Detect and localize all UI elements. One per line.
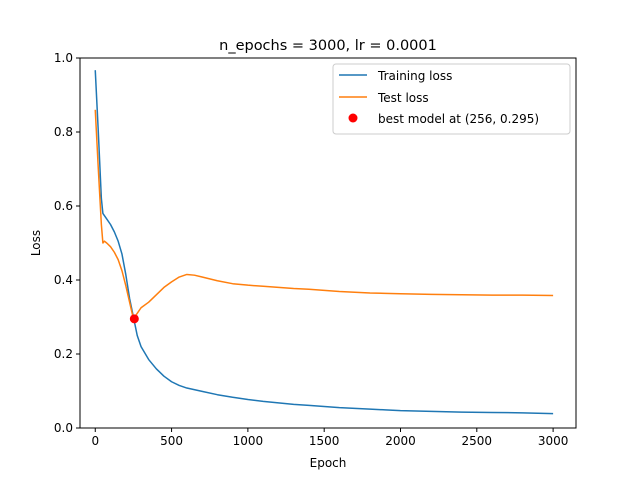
x-tick-label: 2500: [462, 434, 493, 448]
x-tick-label: 2000: [385, 434, 416, 448]
x-tick-label: 1500: [309, 434, 340, 448]
chart-title: n_epochs = 3000, lr = 0.0001: [219, 38, 437, 54]
y-tick-label: 0.0: [54, 421, 73, 435]
x-tick-label: 1000: [233, 434, 264, 448]
x-tick-label: 500: [160, 434, 183, 448]
legend: Training loss Test loss best model at (2…: [332, 63, 571, 135]
y-tick-label: 1.0: [54, 51, 73, 65]
legend-label-best-model: best model at (256, 0.295): [378, 112, 539, 126]
y-tick-label: 0.6: [54, 199, 73, 213]
y-axis-ticks: 0.0 0.2 0.4 0.6 0.8 1.0: [54, 51, 80, 435]
x-axis-label: Epoch: [310, 456, 347, 470]
y-tick-label: 0.8: [54, 125, 73, 139]
legend-label-test-loss: Test loss: [377, 91, 429, 105]
series-line-training-loss: [94, 70, 554, 415]
x-tick-label: 0: [91, 434, 99, 448]
legend-label-training-loss: Training loss: [377, 69, 452, 83]
legend-box: [332, 63, 571, 135]
plot-frame: [79, 57, 577, 429]
series-line-test-loss: [94, 109, 554, 320]
legend-swatch-best-model: [348, 113, 358, 123]
plot-content: [94, 70, 554, 415]
y-axis-label: Loss: [29, 230, 43, 256]
x-axis-ticks: 0 500 1000 1500 2000 2500 3000: [91, 428, 568, 448]
y-tick-label: 0.4: [54, 273, 73, 287]
y-tick-label: 0.2: [54, 347, 73, 361]
x-tick-label: 3000: [538, 434, 569, 448]
best-model-marker: [129, 314, 139, 324]
